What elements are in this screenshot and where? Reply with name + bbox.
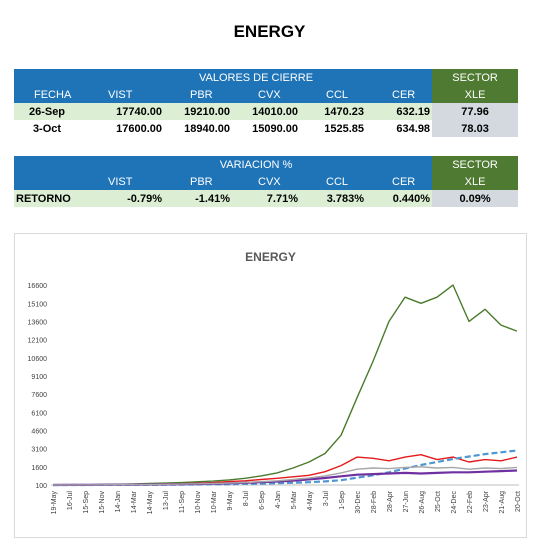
col-pbr: PBR (164, 173, 232, 190)
table-row: 26-Sep 17740.00 19210.00 14010.00 1470.2… (14, 103, 519, 120)
cer-cell: 632.19 (396, 105, 431, 118)
sector-header: SECTOR (432, 69, 519, 86)
variation-header: VARIACION % (80, 156, 433, 173)
y-tick-label: 3100 (31, 447, 47, 454)
xle-cell: 0.09% (432, 190, 519, 207)
x-tick-label: 4-May (307, 491, 314, 511)
col-fecha: FECHA (14, 86, 80, 103)
series-line-4 (52, 466, 518, 486)
y-tick-label: 12100 (28, 338, 48, 345)
x-tick-label: 15-Nov (99, 491, 106, 514)
y-tick-label: 7600 (31, 392, 47, 399)
x-tick-label: 30-Dec (355, 491, 362, 514)
fecha-cell: 26-Sep (28, 105, 66, 118)
pbr-cell: 18940.00 (184, 122, 230, 135)
vist-cell: 17600.00 (116, 122, 162, 135)
y-tick-label: 16600 (28, 283, 48, 290)
col-ccl: CCL (300, 173, 366, 190)
x-tick-label: 15-Sep (83, 491, 90, 514)
col-cer: CER (366, 173, 433, 190)
y-tick-label: 1600 (31, 465, 47, 472)
x-tick-label: 19-May (51, 491, 58, 515)
col-vist: VIST (80, 86, 164, 103)
y-tick-label: 9100 (31, 374, 47, 381)
y-tick-label: 10600 (28, 356, 48, 363)
col-cer: CER (366, 86, 433, 103)
vist-cell: 17740.00 (116, 105, 162, 118)
pbr-cell: 19210.00 (184, 105, 230, 118)
pbr-cell: -1.41% (195, 192, 230, 205)
x-tick-label: 25-Oct (435, 491, 442, 512)
page-title: ENERGY (233, 22, 306, 41)
closing-values-table: VALORES DE CIERRE SECTOR FECHA VIST PBR … (14, 69, 519, 137)
variation-table: VARIACION % SECTOR VIST PBR CVX CCL CER … (14, 156, 519, 207)
chart-svg: 16600 15100 13600 12100 10600 9100 7600 6100 460… (28, 283, 522, 515)
sector-header: SECTOR (432, 156, 519, 173)
cvx-cell: 14010.00 (252, 105, 298, 118)
table-row: 3-Oct 17600.00 18940.00 15090.00 1525.85… (14, 120, 519, 137)
col-ccl: CCL (300, 86, 366, 103)
x-tick-label: 27-Jun (403, 491, 410, 513)
x-tick-label: 14-Jan (115, 491, 122, 513)
y-tick-label: 15100 (28, 301, 48, 308)
table-row: RETORNO -0.79% -1.41% 7.71% 3.783% 0.440… (14, 190, 519, 207)
x-tick-label: 13-Jul (163, 491, 170, 511)
x-tick-label: 3-Jul (323, 491, 330, 507)
y-tick-label: 13600 (28, 319, 48, 326)
x-tick-label: 20-Oct (515, 491, 522, 512)
x-tick-label: 9-May (227, 491, 234, 511)
x-tick-label: 28-Feb (371, 491, 378, 513)
closing-values-header: VALORES DE CIERRE (80, 69, 433, 86)
cvx-cell: 15090.00 (252, 122, 298, 135)
col-cvx: CVX (232, 173, 300, 190)
x-tick-label: 14-Mar (131, 490, 138, 513)
x-tick-label: 10-Nov (195, 491, 202, 514)
ccl-cell: 1525.85 (324, 122, 364, 135)
x-tick-label: 16-Jul (67, 491, 74, 511)
fecha-cell: 3-Oct (32, 122, 62, 135)
y-tick-label: 100 (35, 483, 47, 490)
energy-chart: ENERGY 16600 15100 13600 12100 10600 9100 7600… (14, 233, 527, 538)
x-tick-label: 14-May (147, 491, 154, 515)
ccl-cell: 3.783% (326, 192, 364, 205)
xle-cell: 78.03 (432, 120, 519, 137)
x-tick-label: 5-Mar (291, 490, 298, 509)
chart-title: ENERGY (245, 250, 296, 264)
col-cvx: CVX (232, 86, 300, 103)
cer-cell: 634.98 (396, 122, 431, 135)
x-tick-label: 23-Apr (483, 490, 490, 512)
x-tick-label: 24-Dec (451, 491, 458, 514)
vist-cell: -0.79% (127, 192, 162, 205)
x-tick-label: 4-Jan (275, 491, 282, 509)
x-tick-label: 10-Mar (211, 490, 218, 513)
x-tick-label: 22-Feb (467, 491, 474, 513)
x-tick-label: 8-Jul (243, 491, 250, 507)
col-pbr: PBR (164, 86, 232, 103)
col-vist: VIST (80, 173, 164, 190)
x-tick-label: 6-Sep (259, 491, 266, 510)
y-tick-label: 6100 (31, 410, 47, 417)
col-xle: XLE (432, 173, 519, 190)
col-xle: XLE (432, 86, 519, 103)
cer-cell: 0.440% (392, 192, 431, 205)
x-tick-label: 1-Sep (339, 491, 346, 510)
retorno-label: RETORNO (16, 192, 71, 205)
series-line-0 (52, 284, 518, 486)
cvx-cell: 7.71% (266, 192, 298, 205)
y-tick-label: 4600 (31, 428, 47, 435)
ccl-cell: 1470.23 (324, 105, 364, 118)
x-tick-label: 28-Apr (387, 490, 394, 512)
x-tick-label: 21-Aug (499, 491, 506, 514)
x-tick-label: 26-Aug (419, 491, 426, 514)
xle-cell: 77.96 (432, 103, 519, 120)
x-tick-label: 11-Sep (179, 491, 186, 513)
